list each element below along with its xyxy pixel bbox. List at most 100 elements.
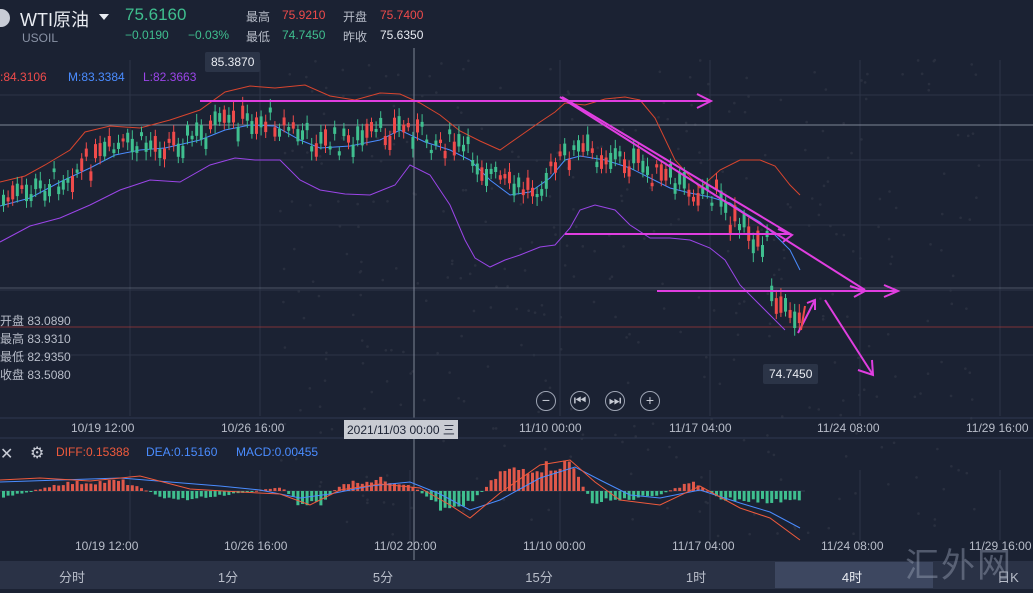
high-label: 最高 xyxy=(246,10,271,24)
map-dot xyxy=(886,332,890,336)
map-dot xyxy=(384,74,388,78)
x-label: 10/19 12:00 xyxy=(71,421,135,435)
map-dot xyxy=(806,531,810,535)
tab-1h[interactable]: 1时 xyxy=(685,570,707,585)
macd-bar xyxy=(646,491,649,497)
candle-body xyxy=(218,113,222,122)
macd-bar xyxy=(586,491,590,494)
macd-bar xyxy=(673,488,677,491)
map-dot xyxy=(707,82,710,86)
grid-lines xyxy=(0,60,1033,540)
map-dot xyxy=(968,218,972,221)
map-dot xyxy=(821,317,825,321)
x-label: 11/10 00:00 xyxy=(519,421,582,435)
map-dot xyxy=(442,439,445,443)
map-dot xyxy=(565,244,569,247)
map-dot xyxy=(878,197,882,201)
map-dot xyxy=(338,224,342,228)
tab-tick[interactable]: 分时 xyxy=(58,570,85,585)
tab-daily[interactable]: 日K xyxy=(997,570,1019,585)
macd-bar xyxy=(512,467,516,491)
map-dot xyxy=(889,262,892,266)
map-dot xyxy=(460,334,463,338)
macd-bar xyxy=(618,491,622,501)
map-dot xyxy=(506,285,509,288)
map-dot xyxy=(688,75,692,79)
x-label: 11/29 16:00 xyxy=(966,421,1029,435)
map-dot xyxy=(851,250,855,253)
map-dot xyxy=(794,527,797,531)
map-dot xyxy=(319,431,322,434)
map-dot xyxy=(776,532,779,535)
candle-body xyxy=(144,142,148,152)
map-dot xyxy=(519,247,522,251)
map-dot xyxy=(942,487,946,491)
map-dot xyxy=(542,313,546,316)
macd-bar xyxy=(682,483,686,491)
map-dot xyxy=(675,455,678,459)
map-dot xyxy=(462,509,465,513)
macd-bar xyxy=(793,491,797,500)
macd-bar xyxy=(687,483,691,491)
map-dot xyxy=(422,398,426,402)
step-back-button[interactable]: ⏮ xyxy=(570,391,590,411)
map-dot xyxy=(857,356,860,360)
map-dot xyxy=(356,202,359,206)
close-icon[interactable]: ✕ xyxy=(0,446,14,463)
map-dot xyxy=(966,134,970,138)
candle-body xyxy=(420,121,424,127)
candle-body xyxy=(328,146,332,150)
candle-body xyxy=(678,172,682,185)
candle-body xyxy=(255,117,258,134)
map-dot xyxy=(831,292,834,296)
map-dot xyxy=(964,367,967,370)
candle-body xyxy=(793,311,797,328)
map-dot xyxy=(293,247,296,251)
map-dot xyxy=(614,315,617,319)
step-forward-button[interactable]: ⏭ xyxy=(605,391,625,411)
map-dot xyxy=(677,217,680,221)
tab-5m[interactable]: 5分 xyxy=(372,570,394,585)
map-dot xyxy=(628,332,631,336)
symbol-name[interactable]: WTI原油 xyxy=(20,10,89,30)
chevron-down-icon[interactable] xyxy=(99,14,109,20)
map-dot xyxy=(916,59,920,62)
candle-body xyxy=(374,128,378,132)
map-dot xyxy=(704,500,708,504)
macd-bar xyxy=(34,489,38,491)
zoom-out-button[interactable]: − xyxy=(536,391,556,411)
map-dot xyxy=(368,86,372,90)
candle-body xyxy=(296,129,300,142)
map-dot xyxy=(308,387,312,390)
macd-bar xyxy=(107,480,111,491)
last-price: 75.6160 xyxy=(125,5,187,24)
map-dot xyxy=(965,471,969,475)
tab-15m[interactable]: 15分 xyxy=(525,570,553,585)
map-dot xyxy=(666,117,670,121)
tab-1m[interactable]: 1分 xyxy=(217,570,239,585)
map-dot xyxy=(940,360,943,364)
max-price-tooltip: 85.3870 xyxy=(205,52,261,72)
tab-4h[interactable]: 4时 xyxy=(841,570,863,585)
map-dot xyxy=(294,457,298,461)
macd-bar xyxy=(15,491,19,494)
map-dot xyxy=(824,88,828,91)
gear-icon[interactable]: ⚙ xyxy=(30,445,45,462)
map-dot xyxy=(727,110,731,113)
candle-body xyxy=(613,148,617,160)
candle-body xyxy=(784,298,787,312)
candle-body xyxy=(199,125,203,140)
map-dot xyxy=(322,112,326,116)
trend-lines[interactable] xyxy=(200,93,901,377)
macd-bar xyxy=(190,491,194,500)
candle-body xyxy=(742,213,746,228)
candle-body xyxy=(52,168,56,173)
candle-body xyxy=(222,109,226,123)
macd-bar xyxy=(218,491,222,495)
zoom-in-button[interactable]: + xyxy=(640,391,660,411)
map-dot xyxy=(537,410,540,414)
candle-body xyxy=(756,230,760,247)
map-dot xyxy=(396,73,400,77)
candle-body xyxy=(669,163,672,178)
